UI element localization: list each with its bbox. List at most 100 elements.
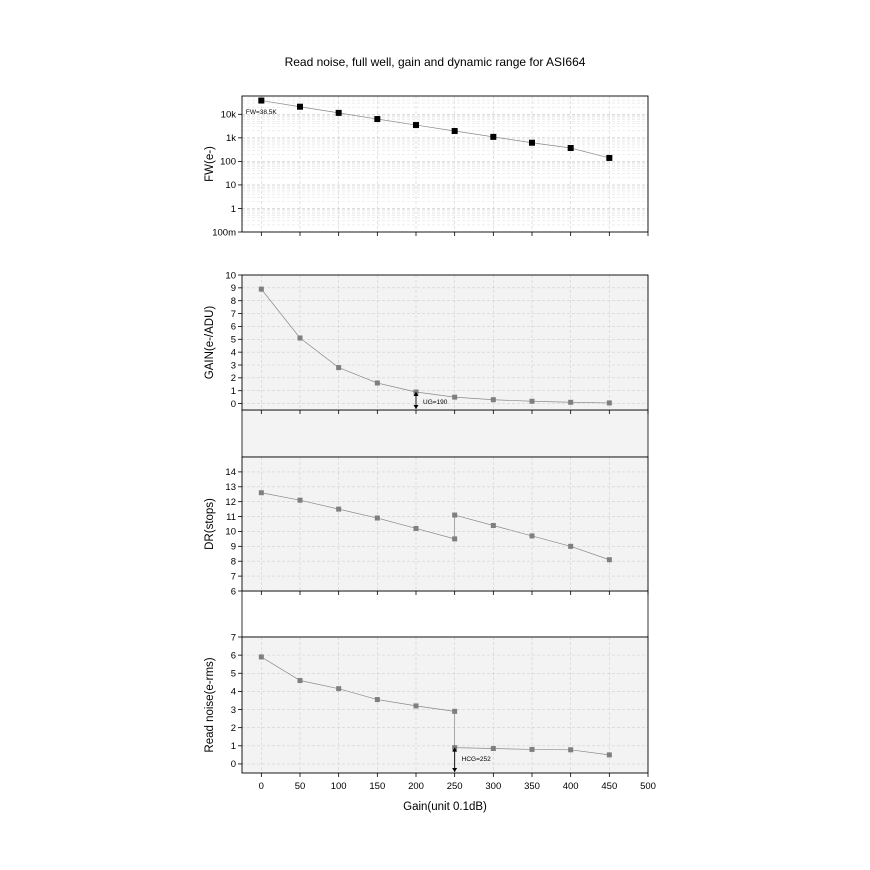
y-tick-label: 10k xyxy=(221,110,237,121)
x-tick-label: 500 xyxy=(640,781,656,792)
data-point xyxy=(529,139,535,146)
y-tick-label: 0 xyxy=(231,759,236,770)
y-tick-label: 4 xyxy=(231,687,236,698)
plot-background xyxy=(242,275,648,410)
annotation-arrowhead xyxy=(413,392,419,396)
annotation-label: UG=190 xyxy=(423,399,448,406)
x-tick-label: 50 xyxy=(295,781,306,792)
y-tick-label: 7 xyxy=(231,571,236,582)
data-point xyxy=(529,746,535,752)
y-tick-label: 4 xyxy=(231,347,236,358)
plot-frame xyxy=(241,95,649,233)
data-point xyxy=(258,286,264,292)
y-tick-label: 1k xyxy=(226,133,236,144)
y-tick-label: 10 xyxy=(225,270,236,281)
data-point xyxy=(374,116,381,123)
y-axis-label: FW(e-) xyxy=(204,146,216,182)
data-point xyxy=(568,399,574,405)
data-point xyxy=(258,490,264,496)
y-tick-label: 1 xyxy=(231,204,236,215)
data-point xyxy=(258,97,265,104)
y-tick-label: 7 xyxy=(231,632,236,643)
annotation-label: FW=38.5K xyxy=(246,109,278,116)
panel-spacer xyxy=(241,409,649,458)
y-tick-label: 2 xyxy=(231,723,236,734)
y-axis-label: DR(stops) xyxy=(204,498,216,550)
data-point xyxy=(452,536,458,542)
data-point xyxy=(452,512,458,518)
data-point xyxy=(297,678,303,684)
data-point xyxy=(413,122,419,129)
x-tick-label: 0 xyxy=(259,781,264,792)
data-point xyxy=(606,154,613,161)
y-tick-label: 0 xyxy=(231,399,236,410)
y-tick-label: 6 xyxy=(231,650,236,661)
data-point xyxy=(490,522,496,528)
y-tick-label: 6 xyxy=(231,586,236,597)
x-tick-label: 450 xyxy=(601,781,617,792)
x-tick-label: 250 xyxy=(447,781,463,792)
y-tick-label: 8 xyxy=(231,557,236,568)
panel-read-noise: 0 1 2 3 4 5 6 7 Read noise(e-rms) HCG=252 xyxy=(204,632,649,777)
series-line xyxy=(261,100,610,159)
y-tick-label: 9 xyxy=(231,283,236,294)
x-tick-label: 200 xyxy=(408,781,424,792)
figure-title: Read noise, full well, gain and dynamic … xyxy=(285,55,586,69)
y-axis-label: GAIN(e-/ADU) xyxy=(204,306,216,380)
y-tick-label: 5 xyxy=(231,335,236,346)
annotation-label: HCG=252 xyxy=(462,756,491,763)
series-line xyxy=(261,288,610,404)
y-tick-label: 6 xyxy=(231,322,236,333)
y-axis-label: Read noise(e-rms) xyxy=(204,657,216,752)
data-point xyxy=(490,397,496,403)
y-tick-label: 1 xyxy=(231,386,236,397)
data-point xyxy=(568,747,574,753)
y-tick-label: 2 xyxy=(231,373,236,384)
data-point xyxy=(336,365,342,371)
panel-dr: 6 7 8 9 10 11 12 13 14 DR(stops) xyxy=(204,456,649,597)
y-tick-label: 9 xyxy=(231,542,236,553)
y-tick-label: 5 xyxy=(231,669,236,680)
x-tick-label: 150 xyxy=(369,781,385,792)
x-tick-label: 100 xyxy=(331,781,347,792)
data-point xyxy=(452,394,458,400)
x-tick-label: 350 xyxy=(524,781,540,792)
data-point xyxy=(451,128,458,135)
data-point xyxy=(413,703,419,709)
y-tick-label: 3 xyxy=(231,360,236,371)
data-point xyxy=(490,133,497,140)
panel-fw: 100m 1 10 100 1k 10k FW(e-) FW=38.5K xyxy=(204,95,649,238)
plot-background xyxy=(242,457,648,591)
y-tick-label: 8 xyxy=(231,296,236,307)
data-point xyxy=(336,506,342,512)
panel-gain: 0 1 2 3 45 6 7 8 9 10 GAIN(e-/ADU) UG=190 xyxy=(204,270,649,414)
y-tick-label: 7 xyxy=(231,309,236,320)
x-tick-label: 400 xyxy=(563,781,579,792)
data-point xyxy=(374,380,380,386)
x-tick-label: 300 xyxy=(485,781,501,792)
data-point xyxy=(606,400,612,406)
data-point xyxy=(297,335,303,341)
data-point xyxy=(529,398,535,404)
plot-frame xyxy=(241,456,649,592)
x-axis-label: Gain(unit 0.1dB) xyxy=(403,801,487,813)
plot-background xyxy=(242,637,648,773)
panels: 100m1101001k10kFW(e-)FW=38.5K01234567891… xyxy=(204,95,656,792)
plot-frame xyxy=(241,274,649,411)
data-point xyxy=(606,557,612,563)
data-point xyxy=(529,533,535,539)
data-point xyxy=(335,109,342,116)
data-point xyxy=(413,525,419,531)
data-point xyxy=(568,543,574,549)
panel-spacer xyxy=(241,590,649,638)
data-point xyxy=(606,752,612,758)
y-tick-label: 14 xyxy=(225,467,236,478)
data-point xyxy=(452,708,458,714)
y-tick-label: 10 xyxy=(225,527,236,538)
annotation-arrowhead xyxy=(452,747,458,752)
data-point xyxy=(567,145,574,152)
y-tick-label: 12 xyxy=(225,497,236,508)
y-tick-label: 13 xyxy=(225,482,236,493)
data-point xyxy=(297,497,303,503)
